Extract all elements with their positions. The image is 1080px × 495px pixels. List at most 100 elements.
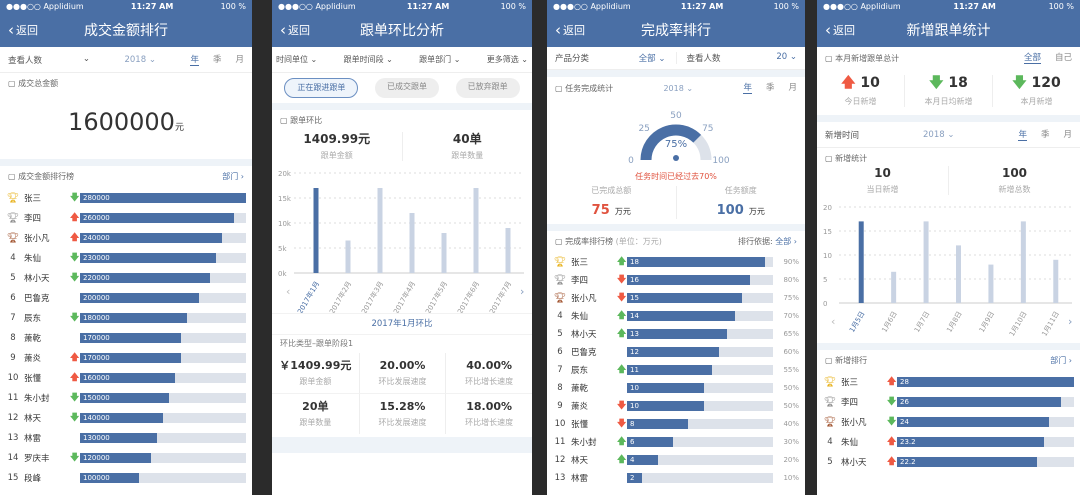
tab-self[interactable]: 自己: [1054, 53, 1072, 63]
ranking-row[interactable]: 4 朱仙 🡇 230000: [0, 248, 252, 268]
ranking-row[interactable]: 🏆︎ 张三 🡇 280000: [0, 188, 252, 208]
ranking-row[interactable]: 8 萧乾 170000: [0, 328, 252, 348]
ranking-row[interactable]: 4 朱仙 🡅 23.2: [817, 432, 1080, 452]
compare-cell: ￥1409.99元 跟单金额: [272, 353, 359, 393]
ranking-row[interactable]: 14 罗庆丰 🡇 120000: [0, 448, 252, 468]
tab-year[interactable]: 年: [190, 55, 199, 66]
bar[interactable]: [505, 228, 511, 273]
chevron-left-icon[interactable]: ‹: [831, 315, 835, 328]
progress-track: 8: [627, 419, 773, 429]
ranking-row[interactable]: 🏆︎ 张小凡 🡇 24: [817, 412, 1080, 432]
back-button[interactable]: ‹ 返回: [555, 21, 585, 39]
ranking-row[interactable]: 5 林小天 🡅 22.2: [817, 452, 1080, 472]
tab-year[interactable]: 年: [743, 83, 752, 94]
tab-month[interactable]: 月: [788, 83, 797, 93]
tab-quarter[interactable]: 季: [765, 83, 775, 93]
year-dropdown[interactable]: 2018 ⌄: [923, 129, 955, 140]
ranking-row[interactable]: 9 萧炎 🡇 10 50%: [547, 397, 805, 415]
ranking-row[interactable]: 6 巴鲁克 12 60%: [547, 343, 805, 361]
ranking-row[interactable]: 🏆︎ 李四 🡅 260000: [0, 208, 252, 228]
year-dropdown[interactable]: 2018 ⌄: [663, 83, 694, 93]
ranking-row[interactable]: 12 林天 🡅 4 20%: [547, 451, 805, 469]
ranking-row[interactable]: 15 段峰 100000: [0, 468, 252, 488]
ranking-row[interactable]: 13 林雷 2 10%: [547, 469, 805, 487]
bar[interactable]: [956, 245, 961, 303]
progress-fill: 8: [627, 419, 689, 429]
bar[interactable]: [1053, 259, 1059, 303]
filter-more[interactable]: 更多筛选 ⌄: [486, 55, 528, 64]
pill-abandoned[interactable]: 已放弃跟单: [455, 78, 520, 98]
ranking-row[interactable]: 🏆︎ 张三 🡅 18 90%: [547, 253, 805, 271]
bar[interactable]: [345, 240, 351, 274]
back-button[interactable]: ‹ 返回: [280, 21, 310, 39]
bar[interactable]: [1020, 221, 1026, 303]
bar[interactable]: [473, 188, 479, 273]
tab-quarter[interactable]: 季: [212, 55, 222, 65]
back-button[interactable]: ‹ 返回: [825, 21, 855, 39]
ranking-row[interactable]: 7 辰东 🡅 11 55%: [547, 361, 805, 379]
ranking-row[interactable]: 10 张懂 🡇 8 40%: [547, 415, 805, 433]
progress-track: 200000: [80, 293, 246, 303]
bar[interactable]: [377, 188, 383, 273]
view-count-dropdown[interactable]: 查看人数 ⌄: [8, 54, 90, 66]
tab-month[interactable]: 月: [1063, 130, 1072, 140]
bar[interactable]: [891, 271, 897, 303]
ranking-row[interactable]: 7 辰东 🡇 180000: [0, 308, 252, 328]
ranking-row[interactable]: 10 张懂 🡅 160000: [0, 368, 252, 388]
ranking-row[interactable]: 🏆︎ 李四 🡇 16 80%: [547, 271, 805, 289]
ranking-row[interactable]: 9 萧炎 🡅 170000: [0, 348, 252, 368]
product-category-dropdown[interactable]: 产品分类 全部 ⌄: [555, 54, 666, 64]
bar[interactable]: [441, 233, 447, 273]
ranking-row[interactable]: 12 林天 🡇 140000: [0, 408, 252, 428]
trophy-icon: 🏆︎: [823, 416, 837, 428]
percent: 75%: [783, 294, 799, 302]
bar[interactable]: [858, 221, 864, 303]
daily-bar-chart: 0 5 10 15 20 1月5日 1月6日 1月7日 1月8日 1月9日 1月10日 1月11日 ‹ ›: [823, 204, 1072, 338]
ranking-row[interactable]: 🏆︎ 张小凡 🡅 240000: [0, 228, 252, 248]
person-name: 李四: [24, 214, 42, 224]
progress-fill: 10: [627, 383, 704, 393]
department-link[interactable]: 部门 ›: [222, 172, 244, 181]
chevron-right-icon[interactable]: ›: [1068, 315, 1072, 328]
ranking-row[interactable]: 5 林小天 🡅 13 65%: [547, 325, 805, 343]
view-count-dropdown[interactable]: 查看人数 20 ⌄: [675, 52, 797, 64]
filter-time-unit[interactable]: 时间单位 ⌄: [276, 55, 318, 64]
tab-quarter[interactable]: 季: [1040, 130, 1050, 140]
filter-period[interactable]: 跟单时间段 ⌄: [343, 55, 393, 64]
filter-department[interactable]: 跟单部门 ⌄: [419, 55, 461, 64]
department-link[interactable]: 部门 ›: [1050, 356, 1072, 365]
percent: 30%: [783, 438, 799, 446]
ranking-row[interactable]: 11 朱小封 🡇 150000: [0, 388, 252, 408]
tab-month[interactable]: 月: [235, 55, 244, 65]
ranking-row[interactable]: 13 林雷 130000: [0, 428, 252, 448]
person-name: 萧乾: [571, 384, 589, 394]
bar[interactable]: [409, 213, 415, 273]
bar[interactable]: [988, 264, 994, 303]
chevron-right-icon[interactable]: ›: [520, 285, 524, 298]
ranking-row[interactable]: 🏆︎ 张三 🡅 28: [817, 372, 1080, 392]
chevron-left-icon[interactable]: ‹: [286, 285, 290, 298]
ranking-row[interactable]: 5 林小天 🡇 220000: [0, 268, 252, 288]
ranking-row[interactable]: 11 朱小封 🡅 6 30%: [547, 433, 805, 451]
year-dropdown[interactable]: 2018 ⌄: [124, 54, 156, 65]
back-button[interactable]: ‹ 返回: [8, 21, 38, 39]
person-name: 张三: [571, 258, 589, 268]
ranking-row[interactable]: 4 朱仙 🡅 14 70%: [547, 307, 805, 325]
ranking-row[interactable]: 6 巴鲁克 200000: [0, 288, 252, 308]
arrow-down-icon: 🡇: [617, 293, 627, 303]
compare-cell: 20.00% 环比发展速度: [358, 353, 446, 393]
count-value: 40单: [452, 132, 482, 146]
phone-completion-ranking: ●●●○○ Applidium 11:27 AM 100 % ‹ 返回 完成率排行 产品…: [547, 0, 805, 495]
tab-all[interactable]: 全部: [1023, 53, 1041, 64]
bar[interactable]: [313, 188, 319, 273]
pill-in-progress[interactable]: 正在跟进跟单: [284, 78, 359, 98]
pill-closed[interactable]: 已成交跟单: [374, 78, 439, 98]
tab-year[interactable]: 年: [1018, 130, 1027, 141]
ranking-row[interactable]: 8 萧乾 10 50%: [547, 379, 805, 397]
ranking-row[interactable]: 🏆︎ 李四 🡇 26: [817, 392, 1080, 412]
bar[interactable]: [923, 221, 929, 303]
basis-link[interactable]: 全部 ›: [775, 237, 797, 246]
year-value: 2018: [923, 129, 945, 140]
page-title: 成交金额排行: [84, 23, 168, 39]
ranking-row[interactable]: 🏆︎ 张小凡 🡇 15 75%: [547, 289, 805, 307]
